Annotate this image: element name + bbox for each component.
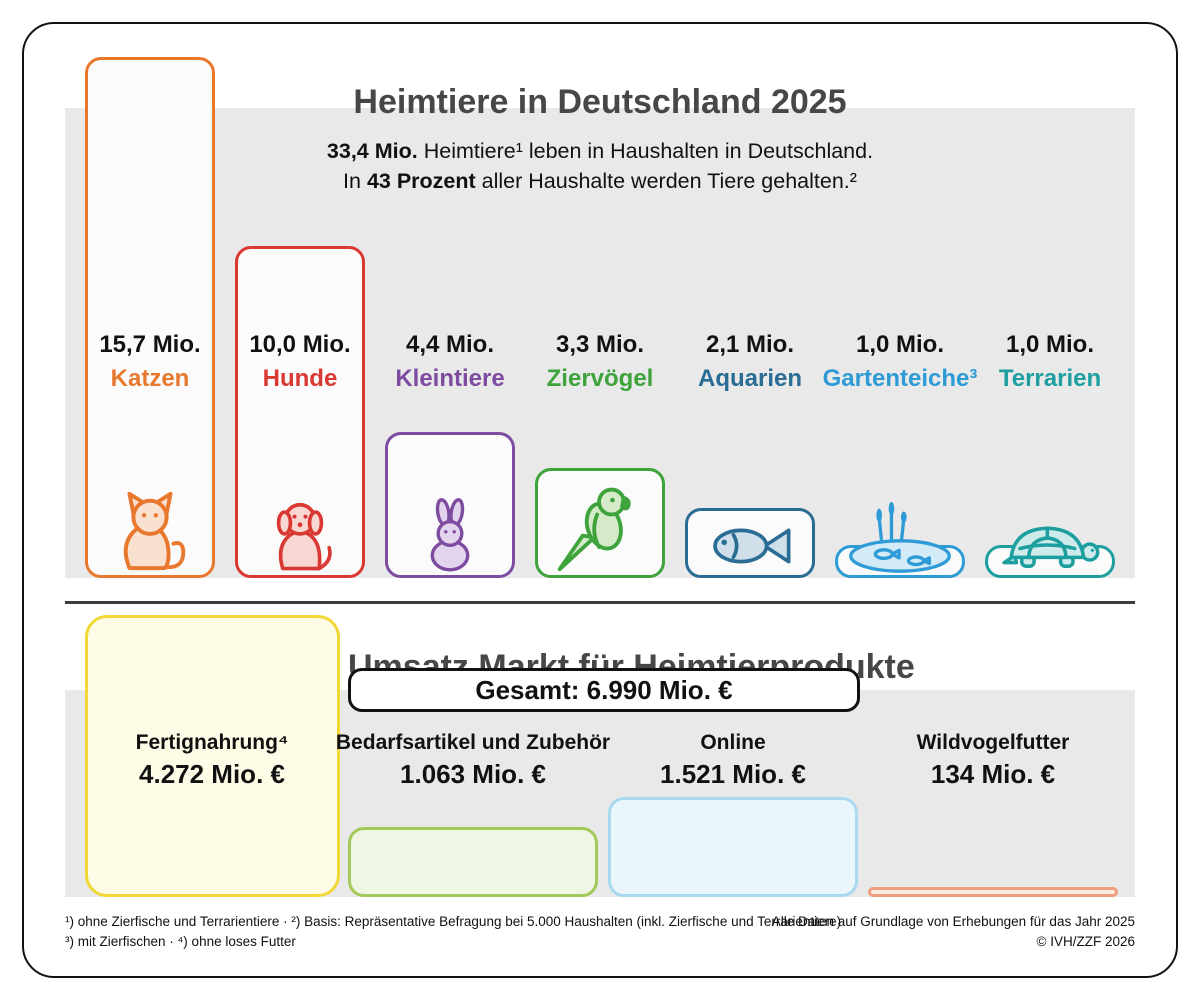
- pet-label: 1,0 Mio. Terrarien: [999, 331, 1101, 393]
- market-name-label: Bedarfsartikel und Zubehör: [335, 731, 611, 754]
- turtle-icon: [997, 516, 1103, 574]
- subtitle-line1-bold: 33,4 Mio.: [326, 138, 418, 163]
- market-bar-fertignahrung: [85, 615, 340, 897]
- pet-name-label: Gartenteiche³: [822, 365, 978, 392]
- subtitle-line2-pre: In: [343, 168, 367, 193]
- total-label: Gesamt: 6.990 Mio. €: [475, 674, 733, 705]
- market-bar-wildvogelfutter: [868, 887, 1118, 897]
- pet-column-terrarien: 1,0 Mio. Terrarien: [985, 0, 1115, 578]
- market-label-online: Online 1.521 Mio. €: [583, 731, 883, 790]
- copyright-line: © IVH/ZZF 2026: [1036, 934, 1135, 949]
- market-bar-online: [608, 796, 858, 897]
- rabbit-icon: [412, 498, 488, 574]
- pet-column-ziervoegel: 3,3 Mio. Ziervögel: [535, 0, 665, 578]
- fish-icon: [704, 518, 796, 574]
- pet-name-label: Katzen: [110, 365, 190, 392]
- pet-value-label: 1,0 Mio.: [1005, 331, 1095, 358]
- subtitle-line1-rest: Heimtiere¹ leben in Haushalten in Deutsc…: [417, 138, 874, 163]
- footnote-line-1: ¹) ohne Zierfische und Terrarientiere · …: [65, 914, 842, 929]
- pet-name-label: Aquarien: [697, 365, 803, 392]
- pet-label: 15,7 Mio. Katzen: [99, 331, 200, 393]
- market-label-fertignahrung: Fertignahrung⁴ 4.272 Mio. €: [62, 731, 362, 790]
- pet-column-aquarien: 2,1 Mio. Aquarien: [685, 0, 815, 578]
- market-name-label: Fertignahrung⁴: [135, 731, 289, 754]
- pet-label: 4,4 Mio. Kleintiere: [395, 331, 504, 393]
- pond-icon: [838, 502, 962, 574]
- total-box: Gesamt: 6.990 Mio. €: [348, 668, 860, 712]
- parrot-icon: [552, 478, 648, 574]
- section-divider: [65, 601, 1135, 604]
- pet-label: 3,3 Mio. Ziervögel: [547, 331, 654, 393]
- pet-value-label: 15,7 Mio.: [99, 331, 201, 358]
- pet-label: 10,0 Mio. Hunde: [249, 331, 350, 393]
- subtitle-line2-bold: 43 Prozent: [366, 168, 476, 193]
- subtitle-line2-rest: aller Haushalte werden Tiere gehalten.²: [475, 168, 857, 193]
- market-label-bedarfsartikel: Bedarfsartikel und Zubehör 1.063 Mio. €: [323, 731, 623, 790]
- pet-bar: [85, 56, 215, 578]
- market-bar-bedarfsartikel: [348, 826, 598, 897]
- subtitle-line2: In 43 Prozent aller Haushalte werden Tie…: [343, 169, 857, 193]
- pet-name-label: Kleintiere: [395, 365, 505, 392]
- market-name-label: Wildvogelfutter: [916, 731, 1070, 754]
- source-line-1: Alle Daten auf Grundlage von Erhebungen …: [771, 914, 1135, 929]
- top-subtitle: 33,4 Mio. Heimtiere¹ leben in Haushalten…: [0, 136, 1200, 196]
- pet-label: 1,0 Mio. Gartenteiche³: [823, 331, 978, 393]
- pet-value-label: 4,4 Mio.: [405, 331, 495, 358]
- market-value-label: 134 Mio. €: [930, 759, 1056, 789]
- top-title: Heimtiere in Deutschland 2025: [353, 82, 847, 121]
- market-value-label: 4.272 Mio. €: [139, 759, 285, 789]
- pet-column-kleintiere: 4,4 Mio. Kleintiere: [385, 0, 515, 578]
- footnote-line-2: ³) mit Zierfischen · ⁴) ohne loses Futte…: [65, 934, 296, 949]
- pet-value-label: 1,0 Mio.: [855, 331, 945, 358]
- pet-column-katzen: 15,7 Mio. Katzen: [85, 0, 215, 578]
- pet-name-label: Ziervögel: [546, 365, 654, 392]
- subtitle-line1: 33,4 Mio. Heimtiere¹ leben in Haushalten…: [327, 139, 873, 163]
- pet-name-label: Terrarien: [998, 365, 1102, 392]
- pet-name-label: Hunde: [262, 365, 338, 392]
- dog-icon: [259, 492, 341, 574]
- pet-value-label: 10,0 Mio.: [249, 331, 351, 358]
- pet-column-hunde: 10,0 Mio. Hunde: [235, 0, 365, 578]
- cat-icon: [106, 486, 194, 574]
- source-note: Alle Daten auf Grundlage von Erhebungen …: [772, 912, 1135, 952]
- pet-value-label: 2,1 Mio.: [705, 331, 795, 358]
- pet-value-label: 3,3 Mio.: [555, 331, 645, 358]
- footnotes: ¹) ohne Zierfische und Terrarientiere · …: [65, 912, 841, 952]
- market-value-label: 1.063 Mio. €: [400, 759, 546, 789]
- market-value-label: 1.521 Mio. €: [660, 759, 806, 789]
- market-label-wildvogelfutter: Wildvogelfutter 134 Mio. €: [843, 731, 1143, 790]
- pet-label: 2,1 Mio. Aquarien: [698, 331, 802, 393]
- market-name-label: Online: [700, 731, 766, 754]
- pet-column-gartenteiche: 1,0 Mio. Gartenteiche³: [823, 0, 977, 578]
